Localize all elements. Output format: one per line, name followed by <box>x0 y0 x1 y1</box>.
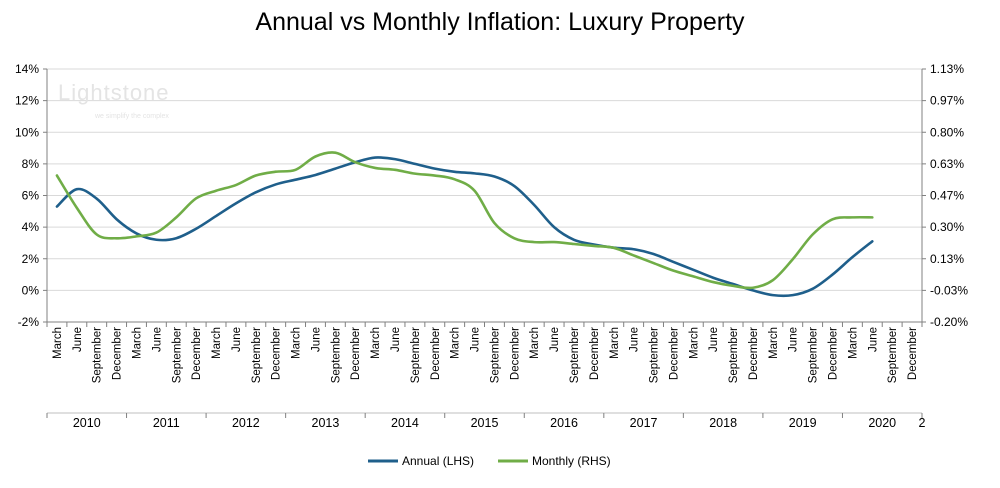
right-axis-tick-label: 0.63% <box>930 157 964 171</box>
right-axis-ticks: 1.13% 0.97% 0.80% 0.63% 0.47% 0.30% 0.13% -0.03… <box>930 62 968 329</box>
x-year-label: 2017 <box>630 416 658 430</box>
x-category-label: June <box>310 327 322 352</box>
left-axis-ticks: 14% 12% 10% 8% 6% 4% 2% 0% -2% <box>15 62 39 329</box>
x-category-label: June <box>470 327 482 352</box>
x-category-label: September <box>728 327 740 383</box>
x-category-label: September <box>489 327 501 383</box>
x-category-label: September <box>887 327 899 383</box>
x-year-label: 2 <box>919 416 926 430</box>
right-axis-tick-label: 0.30% <box>930 220 964 234</box>
x-category-label: June <box>629 327 641 352</box>
x-category-label: September <box>569 327 581 383</box>
x-category-label: December <box>828 327 840 380</box>
watermark-brand: Lightstone <box>58 80 170 105</box>
x-year-label: 2020 <box>868 416 896 430</box>
x-category-label: March <box>291 327 303 359</box>
left-axis-tick-label: 4% <box>22 220 40 234</box>
x-year-labels: 2010 2011 2012 2013 2014 2015 2016 2017 2018 2019… <box>73 416 926 430</box>
left-axis-tick-label: 8% <box>22 157 40 171</box>
x-category-labels: March June September December March June Septe… <box>52 327 919 383</box>
series-line-annual <box>55 156 874 298</box>
x-year-label: 2018 <box>709 416 737 430</box>
x-category-label: June <box>788 327 800 352</box>
x-category-label: December <box>350 327 362 380</box>
x-year-label: 2015 <box>471 416 499 430</box>
x-category-label: March <box>450 327 462 359</box>
legend-label-monthly: Monthly (RHS) <box>532 454 611 468</box>
x-category-label: March <box>52 327 64 359</box>
right-axis-tick-label: 0.13% <box>930 252 964 266</box>
right-axis-tick-label: -0.03% <box>930 283 968 297</box>
right-axis-tick-label: -0.20% <box>930 315 968 329</box>
x-year-label: 2016 <box>550 416 578 430</box>
right-axis-tick-label: 0.80% <box>930 125 964 139</box>
x-category-label: March <box>609 327 621 359</box>
x-category-label: December <box>191 327 203 380</box>
x-category-label: September <box>92 327 104 383</box>
left-axis-tick-label: 12% <box>15 94 39 108</box>
x-category-label: September <box>410 327 422 383</box>
x-category-label: June <box>549 327 561 352</box>
x-year-label: 2014 <box>391 416 419 430</box>
x-category-label: September <box>649 327 661 383</box>
x-category-label: March <box>688 327 700 359</box>
x-category-label: March <box>768 327 780 359</box>
x-category-label: March <box>529 327 541 359</box>
x-year-label: 2010 <box>73 416 101 430</box>
x-category-label: June <box>390 327 402 352</box>
gridlines <box>47 68 922 323</box>
axes <box>43 68 926 418</box>
right-axis-tick-label: 1.13% <box>930 62 964 76</box>
x-category-label: December <box>668 327 680 380</box>
x-category-label: June <box>151 327 163 352</box>
watermark-logo: Lightstone we simplify the complex <box>58 80 170 120</box>
x-category-label: June <box>708 327 720 352</box>
right-axis-tick-label: 0.97% <box>930 94 964 108</box>
left-axis-tick-label: 10% <box>15 125 39 139</box>
x-year-label: 2011 <box>153 416 180 430</box>
x-category-label: March <box>847 327 859 359</box>
x-category-label: December <box>112 327 124 380</box>
x-category-label: December <box>271 327 283 380</box>
x-year-label: 2019 <box>789 416 817 430</box>
x-category-label: June <box>867 327 879 352</box>
legend: Annual (LHS) Monthly (RHS) <box>368 454 611 468</box>
x-category-label: March <box>211 327 223 359</box>
x-category-label: September <box>171 327 183 383</box>
series-lines <box>55 151 874 298</box>
series-line-monthly <box>55 151 874 290</box>
left-axis-tick-label: 6% <box>22 189 40 203</box>
x-year-label: 2013 <box>312 416 340 430</box>
x-category-label: December <box>430 327 442 380</box>
left-axis-tick-label: -2% <box>18 315 40 329</box>
watermark-tagline: we simplify the complex <box>94 113 169 120</box>
x-category-label: September <box>808 327 820 383</box>
x-category-label: December <box>509 327 521 380</box>
x-category-label: March <box>370 327 382 359</box>
right-axis-tick-label: 0.47% <box>930 189 964 203</box>
left-axis-tick-label: 14% <box>15 62 39 76</box>
x-category-label: June <box>72 327 84 352</box>
x-year-label: 2012 <box>232 416 260 430</box>
x-category-label: September <box>330 327 342 383</box>
x-category-label: December <box>748 327 760 380</box>
x-category-label: December <box>589 327 601 380</box>
x-category-label: September <box>251 327 263 383</box>
x-category-label: March <box>131 327 143 359</box>
left-axis-tick-label: 2% <box>22 252 40 266</box>
x-category-label: June <box>231 327 243 352</box>
x-category-label: December <box>907 327 919 380</box>
chart-title: Annual vs Monthly Inflation: Luxury Prop… <box>255 8 745 36</box>
left-axis-tick-label: 0% <box>22 283 40 297</box>
legend-label-annual: Annual (LHS) <box>402 454 474 468</box>
